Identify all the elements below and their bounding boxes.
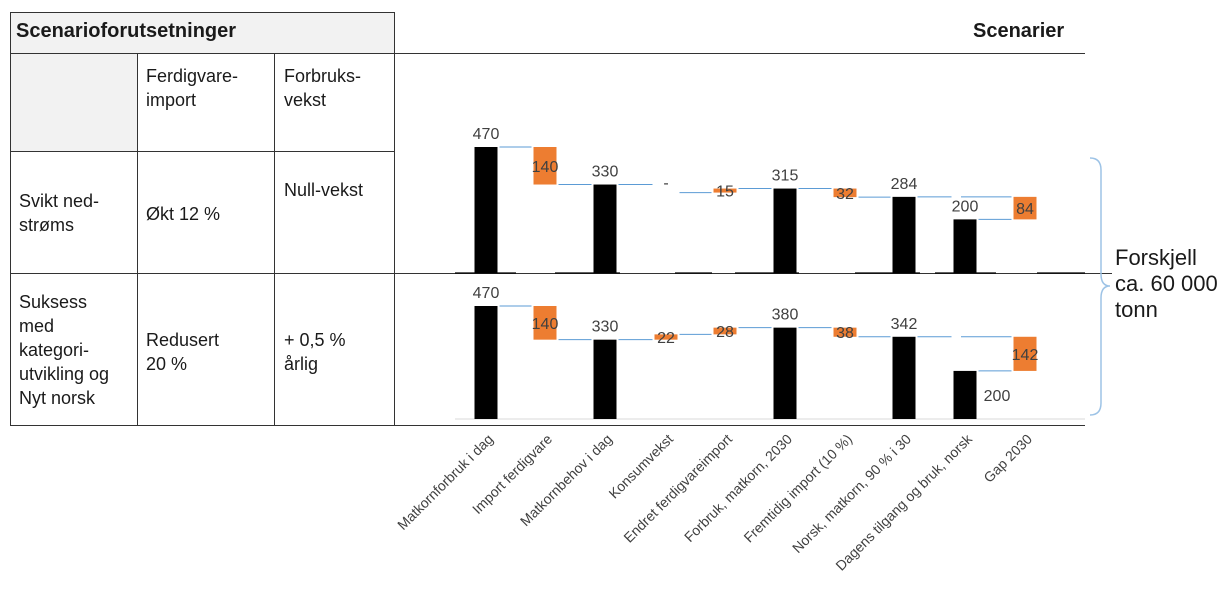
col-header-ferdigvareimport: Ferdigvare- import (146, 66, 239, 110)
data-label: 330 (592, 164, 619, 181)
scenarier-title: Scenarier (973, 20, 1065, 42)
delta-bar (1013, 336, 1037, 371)
total-bar (773, 188, 797, 273)
scenario-name-2: Suksess med kategori- utvikling og Nyt n… (19, 292, 110, 408)
x-tick-label: Forbruk, matkorn, 2030 (681, 431, 795, 545)
table-left-border (10, 12, 11, 426)
table-title: Scenarioforutsetninger (16, 20, 237, 42)
x-tick-label: Norsk, matkorn, 90 % i 30 (789, 431, 914, 556)
scenario-1-panel: 470 140 330 - 15 315 32 284 200 84 (455, 126, 1085, 274)
data-label: - (663, 175, 668, 192)
x-tick-label: Matkornforbruk i dag (394, 431, 496, 533)
data-label: 380 (772, 307, 799, 324)
delta-bar (833, 188, 857, 198)
x-tick-label: Gap 2030 (980, 431, 1035, 486)
import-value-2: Redusert 20 % (146, 330, 220, 374)
col-header-forbruksvekst: Forbruks- vekst (284, 66, 362, 110)
x-tick-label: Fremtidig import (10 %) (740, 431, 855, 546)
difference-label: Forskjell ca. 60 000 tonn (1115, 245, 1218, 322)
import-value-1: Økt 12 % (146, 204, 221, 224)
data-label: 342 (891, 316, 918, 333)
col-divider-2 (274, 53, 275, 426)
total-bar (593, 184, 617, 273)
delta-bar (533, 306, 557, 340)
delta-bar (1013, 196, 1037, 220)
total-bar (593, 339, 617, 419)
data-label: 22 (657, 330, 675, 347)
data-label: 470 (473, 285, 500, 302)
x-tick-label: Endret ferdigvareimport (620, 431, 735, 546)
row-divider-1 (10, 151, 395, 152)
data-label: 200 (984, 388, 1011, 405)
table-top-border (10, 12, 395, 13)
delta-bar (533, 147, 557, 185)
data-label: 140 (532, 159, 559, 176)
total-bar (474, 306, 498, 419)
total-bar (953, 219, 977, 273)
brace-icon (1089, 157, 1111, 416)
data-label: 315 (772, 168, 799, 185)
delta-bar (713, 188, 737, 193)
total-bar (773, 327, 797, 419)
total-bar (953, 370, 977, 419)
col-divider-1 (137, 53, 138, 426)
total-bar (892, 196, 916, 273)
growth-value-2: + 0,5 % årlig (284, 330, 346, 374)
row-header-blank-cell (11, 54, 137, 151)
data-label: 38 (836, 325, 854, 342)
scenario-2-panel: 470 140 330 22 28 380 38 342 200 142 (455, 285, 1085, 420)
data-label: 330 (592, 319, 619, 336)
header-rule (10, 53, 1085, 54)
data-label: 28 (716, 324, 734, 341)
bottom-rule (10, 425, 1085, 426)
title-cell (11, 13, 394, 53)
data-label: 15 (716, 184, 734, 201)
scenario-name-1: Svikt ned- strøms (19, 191, 100, 235)
growth-value-1: Null-vekst (284, 180, 364, 200)
data-label: 140 (532, 316, 559, 333)
table-right-border (394, 12, 395, 426)
data-label: 142 (1012, 347, 1039, 364)
delta-bar (654, 334, 678, 340)
delta-bar (833, 327, 857, 337)
total-bar (892, 336, 916, 419)
data-label: 470 (473, 126, 500, 143)
data-label: 284 (891, 176, 918, 193)
total-bar (474, 147, 498, 273)
data-label: 84 (1016, 201, 1034, 218)
delta-bar (713, 327, 737, 335)
data-label: 200 (952, 198, 979, 215)
data-label: 32 (836, 186, 854, 203)
